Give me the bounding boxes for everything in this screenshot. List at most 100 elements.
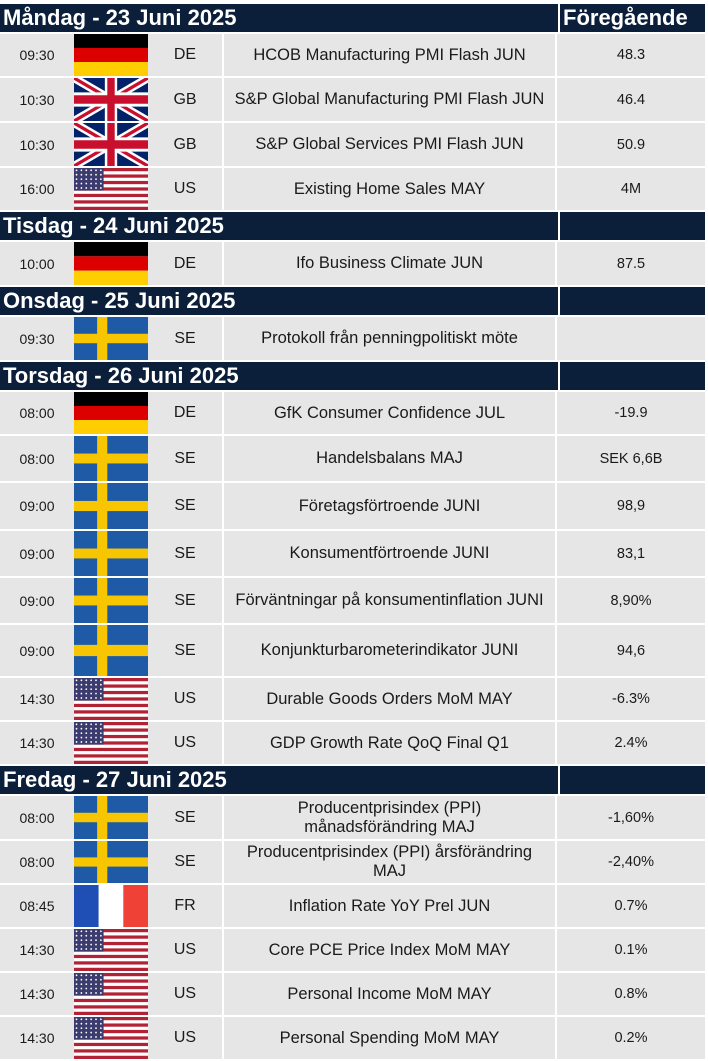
event-name: S&P Global Services PMI Flash JUN bbox=[222, 123, 557, 166]
event-time: 10:30 bbox=[19, 136, 55, 153]
country-code: US bbox=[173, 985, 197, 1002]
event-row: 08:00 SE Producentprisindex (PPI) månadsfö… bbox=[0, 796, 705, 841]
previous-value: -19.9 bbox=[614, 405, 648, 421]
event-time: 09:00 bbox=[19, 592, 55, 609]
event-row: 08:00 SE Producentprisindex (PPI) årsförän… bbox=[0, 841, 705, 885]
event-time: 14:30 bbox=[19, 691, 55, 707]
previous-value: 0.8% bbox=[614, 986, 648, 1002]
se-flag-icon bbox=[74, 625, 148, 676]
country-code: US bbox=[173, 1029, 197, 1046]
event-row: 10:30 GB S&P Global Services PMI Flash JUN… bbox=[0, 123, 705, 168]
event-name: Ifo Business Climate JUN bbox=[222, 242, 557, 285]
gb-flag-icon bbox=[74, 78, 148, 121]
flag-cell bbox=[74, 885, 148, 927]
fr-flag-icon bbox=[74, 885, 148, 927]
se-flag-icon bbox=[74, 578, 148, 623]
event-row: 09:00 SE Förväntningar på konsumentinflati… bbox=[0, 578, 705, 625]
country-code: SE bbox=[174, 449, 196, 467]
event-time: 09:30 bbox=[19, 47, 55, 63]
flag-cell bbox=[74, 123, 148, 166]
day-header: Torsdag - 26 Juni 2025 bbox=[0, 362, 705, 392]
day-title: Tisdag - 24 Juni 2025 bbox=[3, 213, 224, 238]
previous-value: 0.7% bbox=[614, 898, 648, 914]
flag-cell bbox=[74, 78, 148, 121]
event-name: Konjunkturbarometerindikator JUNI bbox=[222, 625, 557, 676]
se-flag-icon bbox=[74, 436, 148, 481]
country-code: US bbox=[173, 941, 197, 958]
flag-cell bbox=[74, 392, 148, 434]
us-flag-icon bbox=[74, 722, 148, 764]
day-title: Torsdag - 26 Juni 2025 bbox=[3, 363, 239, 388]
previous-column-header bbox=[558, 766, 705, 794]
country-code: SE bbox=[174, 329, 196, 347]
day-header: Måndag - 23 Juni 2025 Föregående bbox=[0, 4, 705, 34]
event-time: 08:00 bbox=[19, 450, 55, 467]
us-flag-icon bbox=[74, 929, 148, 971]
country-code: US bbox=[173, 734, 197, 751]
country-code: US bbox=[173, 180, 197, 197]
country-code: FR bbox=[174, 897, 196, 914]
se-flag-icon bbox=[74, 483, 148, 529]
event-time: 08:45 bbox=[19, 898, 55, 914]
event-name: Företagsförtroende JUNI bbox=[222, 483, 557, 529]
country-code: DE bbox=[173, 404, 197, 421]
flag-cell bbox=[74, 483, 148, 529]
country-code: GB bbox=[173, 90, 197, 108]
us-flag-icon bbox=[74, 168, 148, 210]
country-code: US bbox=[173, 690, 197, 707]
flag-cell bbox=[74, 1017, 148, 1059]
previous-value: 50.9 bbox=[616, 136, 646, 153]
event-name: Inflation Rate YoY Prel JUN bbox=[222, 885, 557, 927]
previous-value bbox=[557, 317, 705, 360]
de-flag-icon bbox=[74, 34, 148, 76]
se-flag-icon bbox=[74, 796, 148, 839]
event-time: 16:00 bbox=[19, 181, 55, 197]
event-time: 08:00 bbox=[19, 405, 55, 421]
previous-value: 87.5 bbox=[616, 255, 646, 272]
previous-column-header bbox=[558, 212, 705, 240]
event-name: Personal Income MoM MAY bbox=[222, 973, 557, 1015]
previous-value: 46.4 bbox=[616, 91, 646, 108]
event-row: 08:45 FR Inflation Rate YoY Prel JUN 0.7% bbox=[0, 885, 705, 929]
country-code: SE bbox=[174, 641, 196, 659]
day-title: Onsdag - 25 Juni 2025 bbox=[3, 288, 236, 313]
event-time: 09:00 bbox=[19, 642, 55, 659]
event-time: 09:00 bbox=[19, 498, 55, 514]
event-time: 10:30 bbox=[19, 91, 55, 108]
previous-value: 2.4% bbox=[614, 735, 648, 751]
previous-value: -2,40% bbox=[608, 854, 654, 870]
country-code: SE bbox=[174, 544, 196, 562]
flag-cell bbox=[74, 796, 148, 839]
flag-cell bbox=[74, 242, 148, 285]
event-time: 14:30 bbox=[19, 942, 55, 958]
country-code: GB bbox=[173, 135, 197, 153]
event-row: 14:30 US Personal Income MoM MAY 0.8% bbox=[0, 973, 705, 1017]
flag-cell bbox=[74, 841, 148, 883]
previous-column-header bbox=[558, 287, 705, 315]
flag-cell bbox=[74, 34, 148, 76]
us-flag-icon bbox=[74, 678, 148, 720]
us-flag-icon bbox=[74, 1017, 148, 1059]
previous-value: 0.1% bbox=[614, 942, 648, 958]
flag-cell bbox=[74, 531, 148, 576]
previous-value: SEK 6,6B bbox=[599, 450, 663, 467]
previous-value: -6.3% bbox=[612, 691, 650, 707]
flag-cell bbox=[74, 722, 148, 764]
flag-cell bbox=[74, 678, 148, 720]
previous-value: -1,60% bbox=[608, 809, 654, 826]
flag-cell bbox=[74, 625, 148, 676]
event-name: Existing Home Sales MAY bbox=[222, 168, 557, 210]
de-flag-icon bbox=[74, 242, 148, 285]
event-row: 09:00 SE Konjunkturbarometerindikator JUNI… bbox=[0, 625, 705, 678]
se-flag-icon bbox=[74, 841, 148, 883]
event-time: 14:30 bbox=[19, 1030, 55, 1046]
event-name: Durable Goods Orders MoM MAY bbox=[222, 678, 557, 720]
day-header: Onsdag - 25 Juni 2025 bbox=[0, 287, 705, 317]
day-header: Fredag - 27 Juni 2025 bbox=[0, 766, 705, 796]
event-name: Protokoll från penningpolitiskt möte bbox=[222, 317, 557, 360]
event-row: 09:30 SE Protokoll från penningpolitiskt m… bbox=[0, 317, 705, 362]
event-name: Personal Spending MoM MAY bbox=[222, 1017, 557, 1059]
event-row: 10:00 DE Ifo Business Climate JUN 87.5 bbox=[0, 242, 705, 287]
day-title: Måndag - 23 Juni 2025 bbox=[3, 5, 237, 30]
event-row: 14:30 US Core PCE Price Index MoM MAY 0.1% bbox=[0, 929, 705, 973]
